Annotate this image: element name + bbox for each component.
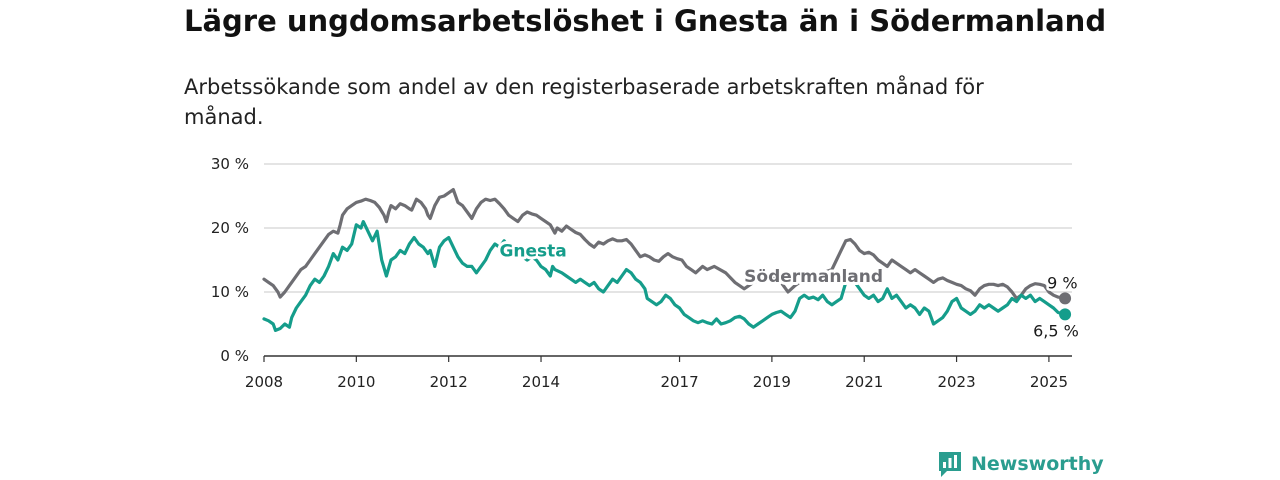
x-tick-label: 2008 — [245, 373, 283, 391]
end-value-label-gnesta: 6,5 % — [1033, 321, 1079, 340]
brand-name: Newsworthy — [971, 453, 1104, 475]
x-tick-label: 2012 — [430, 373, 468, 391]
grid-lines — [264, 163, 1072, 357]
series-labels: Södermanland 9 % Gnesta 6,5 % — [496, 238, 1081, 343]
x-tick-label: 2014 — [522, 373, 560, 391]
series-end-point-gnesta — [1059, 308, 1072, 321]
x-tick-label: 2023 — [937, 373, 975, 391]
series-label-gnesta: Gnesta — [499, 241, 566, 261]
x-tick-label: 2019 — [753, 373, 791, 391]
x-axis-ticks: 2008 2010 2012 2014 2017 2019 2021 2023 2025 — [245, 356, 1068, 391]
x-tick-label: 2025 — [1030, 373, 1068, 391]
series-lines — [262, 188, 1072, 332]
series-label-s-dermanland: Södermanland — [744, 267, 883, 287]
end-value-label-s-dermanland: 9 % — [1047, 273, 1077, 292]
y-tick-label: 0 % — [220, 347, 249, 365]
chart-subtitle: Arbetssökande som andel av den registerb… — [184, 75, 984, 129]
y-tick-label: 30 % — [211, 155, 249, 173]
y-tick-label: 10 % — [211, 283, 249, 301]
series-line-gnesta — [262, 220, 1067, 332]
series-line-s-dermanland — [262, 188, 1067, 300]
newsworthy-logo-icon — [939, 452, 961, 477]
y-tick-label: 20 % — [211, 219, 249, 237]
line-chart: 0 % 10 % 20 % 30 % 2008 2010 2012 2014 2017 2019… — [210, 155, 1081, 391]
chart-title: Lägre ungdomsarbetslöshet i Gnesta än i … — [184, 4, 1107, 38]
brand-logo: Newsworthy — [937, 449, 1104, 479]
x-tick-label: 2017 — [660, 373, 698, 391]
x-tick-label: 2021 — [845, 373, 883, 391]
x-tick-label: 2010 — [337, 373, 375, 391]
y-axis-ticks: 0 % 10 % 20 % 30 % — [211, 155, 249, 365]
series-end-point-s-dermanland — [1059, 292, 1072, 305]
